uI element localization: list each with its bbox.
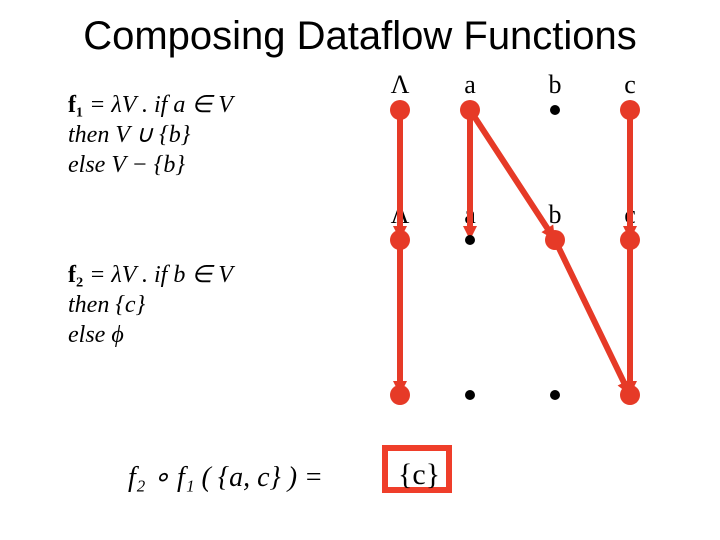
graph-node (390, 230, 410, 250)
graph-node (550, 105, 560, 115)
graph-node (390, 100, 410, 120)
dataflow-graph (0, 0, 720, 540)
graph-node (620, 100, 640, 120)
graph-edge (470, 110, 550, 233)
graph-node (545, 230, 565, 250)
graph-node (465, 235, 475, 245)
graph-node (390, 385, 410, 405)
graph-node (460, 100, 480, 120)
graph-node (620, 230, 640, 250)
slide: Composing Dataflow Functions f₁ = λV . i… (0, 0, 720, 540)
graph-edge (555, 240, 626, 387)
graph-node (620, 385, 640, 405)
graph-node (550, 390, 560, 400)
graph-node (465, 390, 475, 400)
